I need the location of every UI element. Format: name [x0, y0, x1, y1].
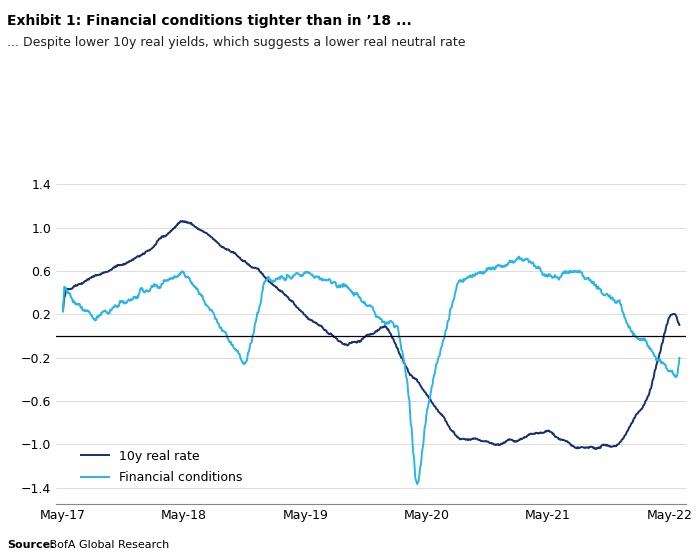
Text: Exhibit 1: Financial conditions tighter than in ’18 ...: Exhibit 1: Financial conditions tighter … [7, 14, 412, 28]
Line: 10y real rate: 10y real rate [63, 221, 680, 449]
Text: ... Despite lower 10y real yields, which suggests a lower real neutral rate: ... Despite lower 10y real yields, which… [7, 36, 466, 49]
Text: Source:: Source: [7, 540, 55, 550]
Legend: 10y real rate, Financial conditions: 10y real rate, Financial conditions [81, 450, 242, 484]
Line: Financial conditions: Financial conditions [63, 256, 680, 484]
Text: BofA Global Research: BofA Global Research [46, 540, 169, 550]
